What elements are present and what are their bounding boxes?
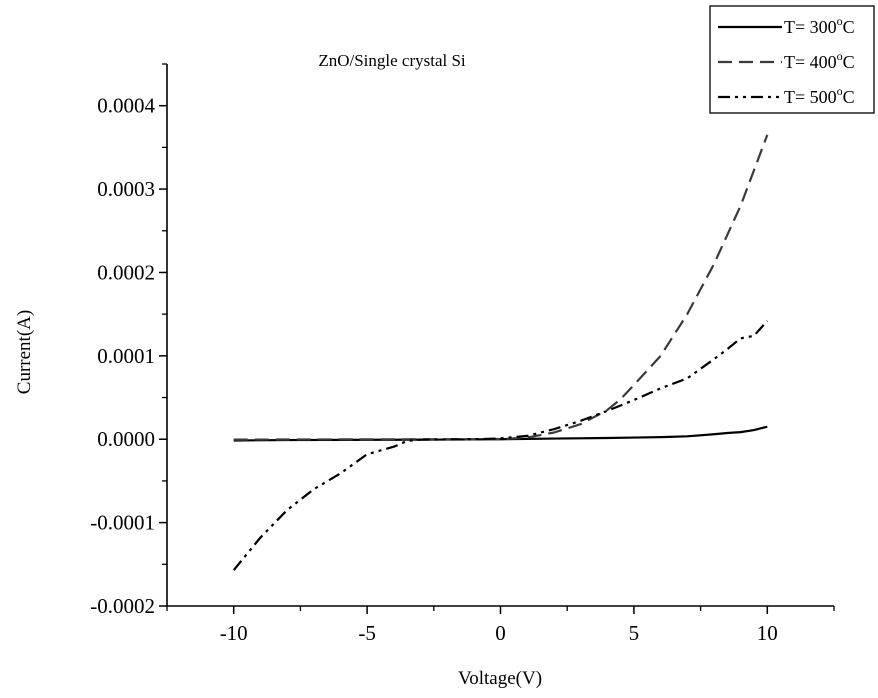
series-line-3 [232,320,769,571]
legend-unit: C [843,52,855,72]
legend-unit: C [843,17,855,37]
y-tick-label: 0.0004 [97,94,155,118]
legend-label-text: T= 400 [784,52,837,72]
legend-label-2: T= 400oC [784,49,855,72]
y-tick-label: -0.0001 [90,511,155,535]
x-tick-label: -10 [220,621,248,645]
chart-title: ZnO/Single crystal Si [318,51,466,70]
legend-label-1: T= 300oC [784,14,855,37]
y-ticks: -0.0002 -0.0001 0.0000 0.0001 0.0002 0.0003 0.… [90,63,167,618]
series-layer [232,134,769,571]
legend-unit: C [843,87,855,107]
axes: -0.0002 -0.0001 0.0000 0.0001 0.0002 0.0003 0.… [90,63,835,645]
x-tick-label: 0 [495,621,506,645]
y-tick-label: 0.0001 [97,344,155,368]
y-tick-label: 0.0000 [97,427,155,451]
y-tick-label: 0.0003 [97,177,155,201]
y-axis-title: Current(A) [14,310,35,394]
legend-degree-sup: o [837,14,843,28]
y-tick-label: -0.0002 [90,594,155,618]
legend-label-text: T= 500 [784,87,837,107]
legend-degree-sup: o [837,84,843,98]
series-line-2 [233,134,769,441]
x-tick-label: -5 [358,621,376,645]
x-axis-title: Voltage(V) [458,668,542,689]
legend-label-3: T= 500oC [784,84,855,107]
y-tick-label: 0.0002 [97,260,155,284]
legend-degree-sup: o [837,49,843,63]
legend-label-text: T= 300 [784,17,837,37]
x-tick-label: 10 [757,621,778,645]
series-line-1 [233,425,768,442]
x-ticks: -10 -5 0 5 10 [166,606,835,645]
legend-box [709,5,875,114]
x-tick-label: 5 [629,621,640,645]
